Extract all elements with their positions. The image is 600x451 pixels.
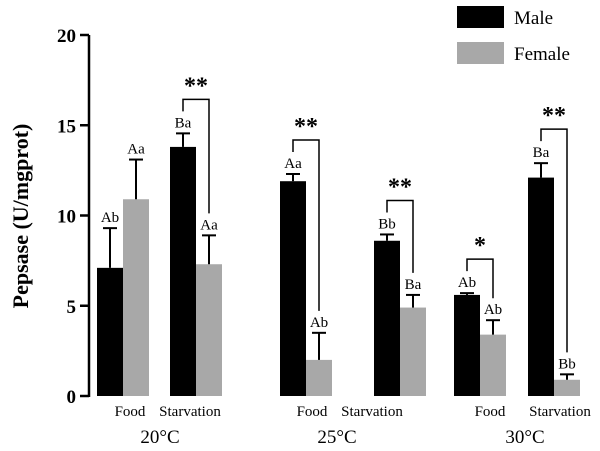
category-label-g0-c1: Starvation bbox=[159, 404, 221, 420]
sig-bracket-g1-c0 bbox=[292, 139, 320, 311]
bar-female-g0-c0 bbox=[123, 199, 149, 396]
bar-male-g2-c1 bbox=[528, 177, 554, 396]
sig-bracket-g1-c1 bbox=[386, 199, 414, 273]
letter-male-g2-c1: Ba bbox=[533, 145, 550, 161]
letter-male-g0-c0: Ab bbox=[101, 210, 119, 226]
legend-label-female: Female bbox=[514, 44, 570, 65]
plot-area: 0 5 10 15 20 Ab Aa Food Ba Aa ** Starvation 20°C Aa Ab… bbox=[57, 26, 591, 448]
y-axis-label: Pepsase (U/mgprot) bbox=[8, 124, 33, 309]
sig-bracket-g0-c1 bbox=[182, 98, 210, 214]
y-tick-label-5: 5 bbox=[67, 297, 77, 318]
bar-female-g2-c1 bbox=[554, 379, 580, 396]
group-label-0: 20°C bbox=[140, 427, 179, 448]
bar-female-g1-c1 bbox=[400, 307, 426, 396]
category-label-g0-c0: Food bbox=[115, 404, 146, 420]
bar-female-g2-c0 bbox=[480, 334, 506, 396]
letter-male-g0-c1: Ba bbox=[175, 115, 192, 131]
letter-male-g2-c0: Ab bbox=[458, 275, 476, 291]
bar-male-g0-c1 bbox=[170, 146, 196, 396]
sig-label-g1-c1: ** bbox=[388, 174, 412, 200]
y-tick-label-15: 15 bbox=[57, 116, 76, 137]
letter-female-g2-c0: Ab bbox=[484, 302, 502, 318]
group-label-2: 30°C bbox=[505, 427, 544, 448]
y-tick-label-0: 0 bbox=[67, 387, 77, 408]
sig-bracket-g2-c0 bbox=[466, 258, 494, 299]
bar-male-g1-c0 bbox=[280, 181, 306, 396]
letter-male-g1-c1: Bb bbox=[378, 216, 396, 232]
sig-label-g2-c1: ** bbox=[542, 103, 566, 129]
legend-swatch-female bbox=[457, 42, 504, 64]
sig-label-g2-c0: * bbox=[474, 233, 486, 259]
y-tick-label-20: 20 bbox=[57, 26, 76, 47]
category-label-g1-c1: Starvation bbox=[341, 404, 403, 420]
letter-female-g2-c1: Bb bbox=[558, 356, 576, 372]
category-label-g1-c0: Food bbox=[297, 404, 328, 420]
sig-label-g1-c0: ** bbox=[294, 114, 318, 140]
bar-male-g0-c0 bbox=[97, 267, 123, 396]
letter-female-g1-c0: Ab bbox=[310, 315, 328, 331]
y-tick-label-10: 10 bbox=[57, 207, 76, 228]
letter-female-g1-c1: Ba bbox=[405, 277, 422, 293]
letter-male-g1-c0: Aa bbox=[284, 156, 302, 172]
category-label-g2-c1: Starvation bbox=[529, 404, 591, 420]
letter-female-g0-c1: Aa bbox=[200, 217, 218, 233]
bar-male-g2-c0 bbox=[454, 294, 480, 396]
legend-label-male: Male bbox=[514, 8, 553, 29]
legend: Male Female bbox=[457, 6, 570, 65]
category-label-g2-c0: Food bbox=[475, 404, 506, 420]
sig-bracket-g2-c1 bbox=[540, 128, 568, 353]
sig-label-g0-c1: ** bbox=[184, 73, 208, 99]
letter-female-g0-c0: Aa bbox=[127, 142, 145, 158]
group-label-1: 25°C bbox=[317, 427, 356, 448]
bar-female-g0-c1 bbox=[196, 264, 222, 396]
bar-male-g1-c1 bbox=[374, 240, 400, 396]
legend-swatch-male bbox=[457, 6, 504, 28]
bar-female-g1-c0 bbox=[306, 359, 332, 396]
